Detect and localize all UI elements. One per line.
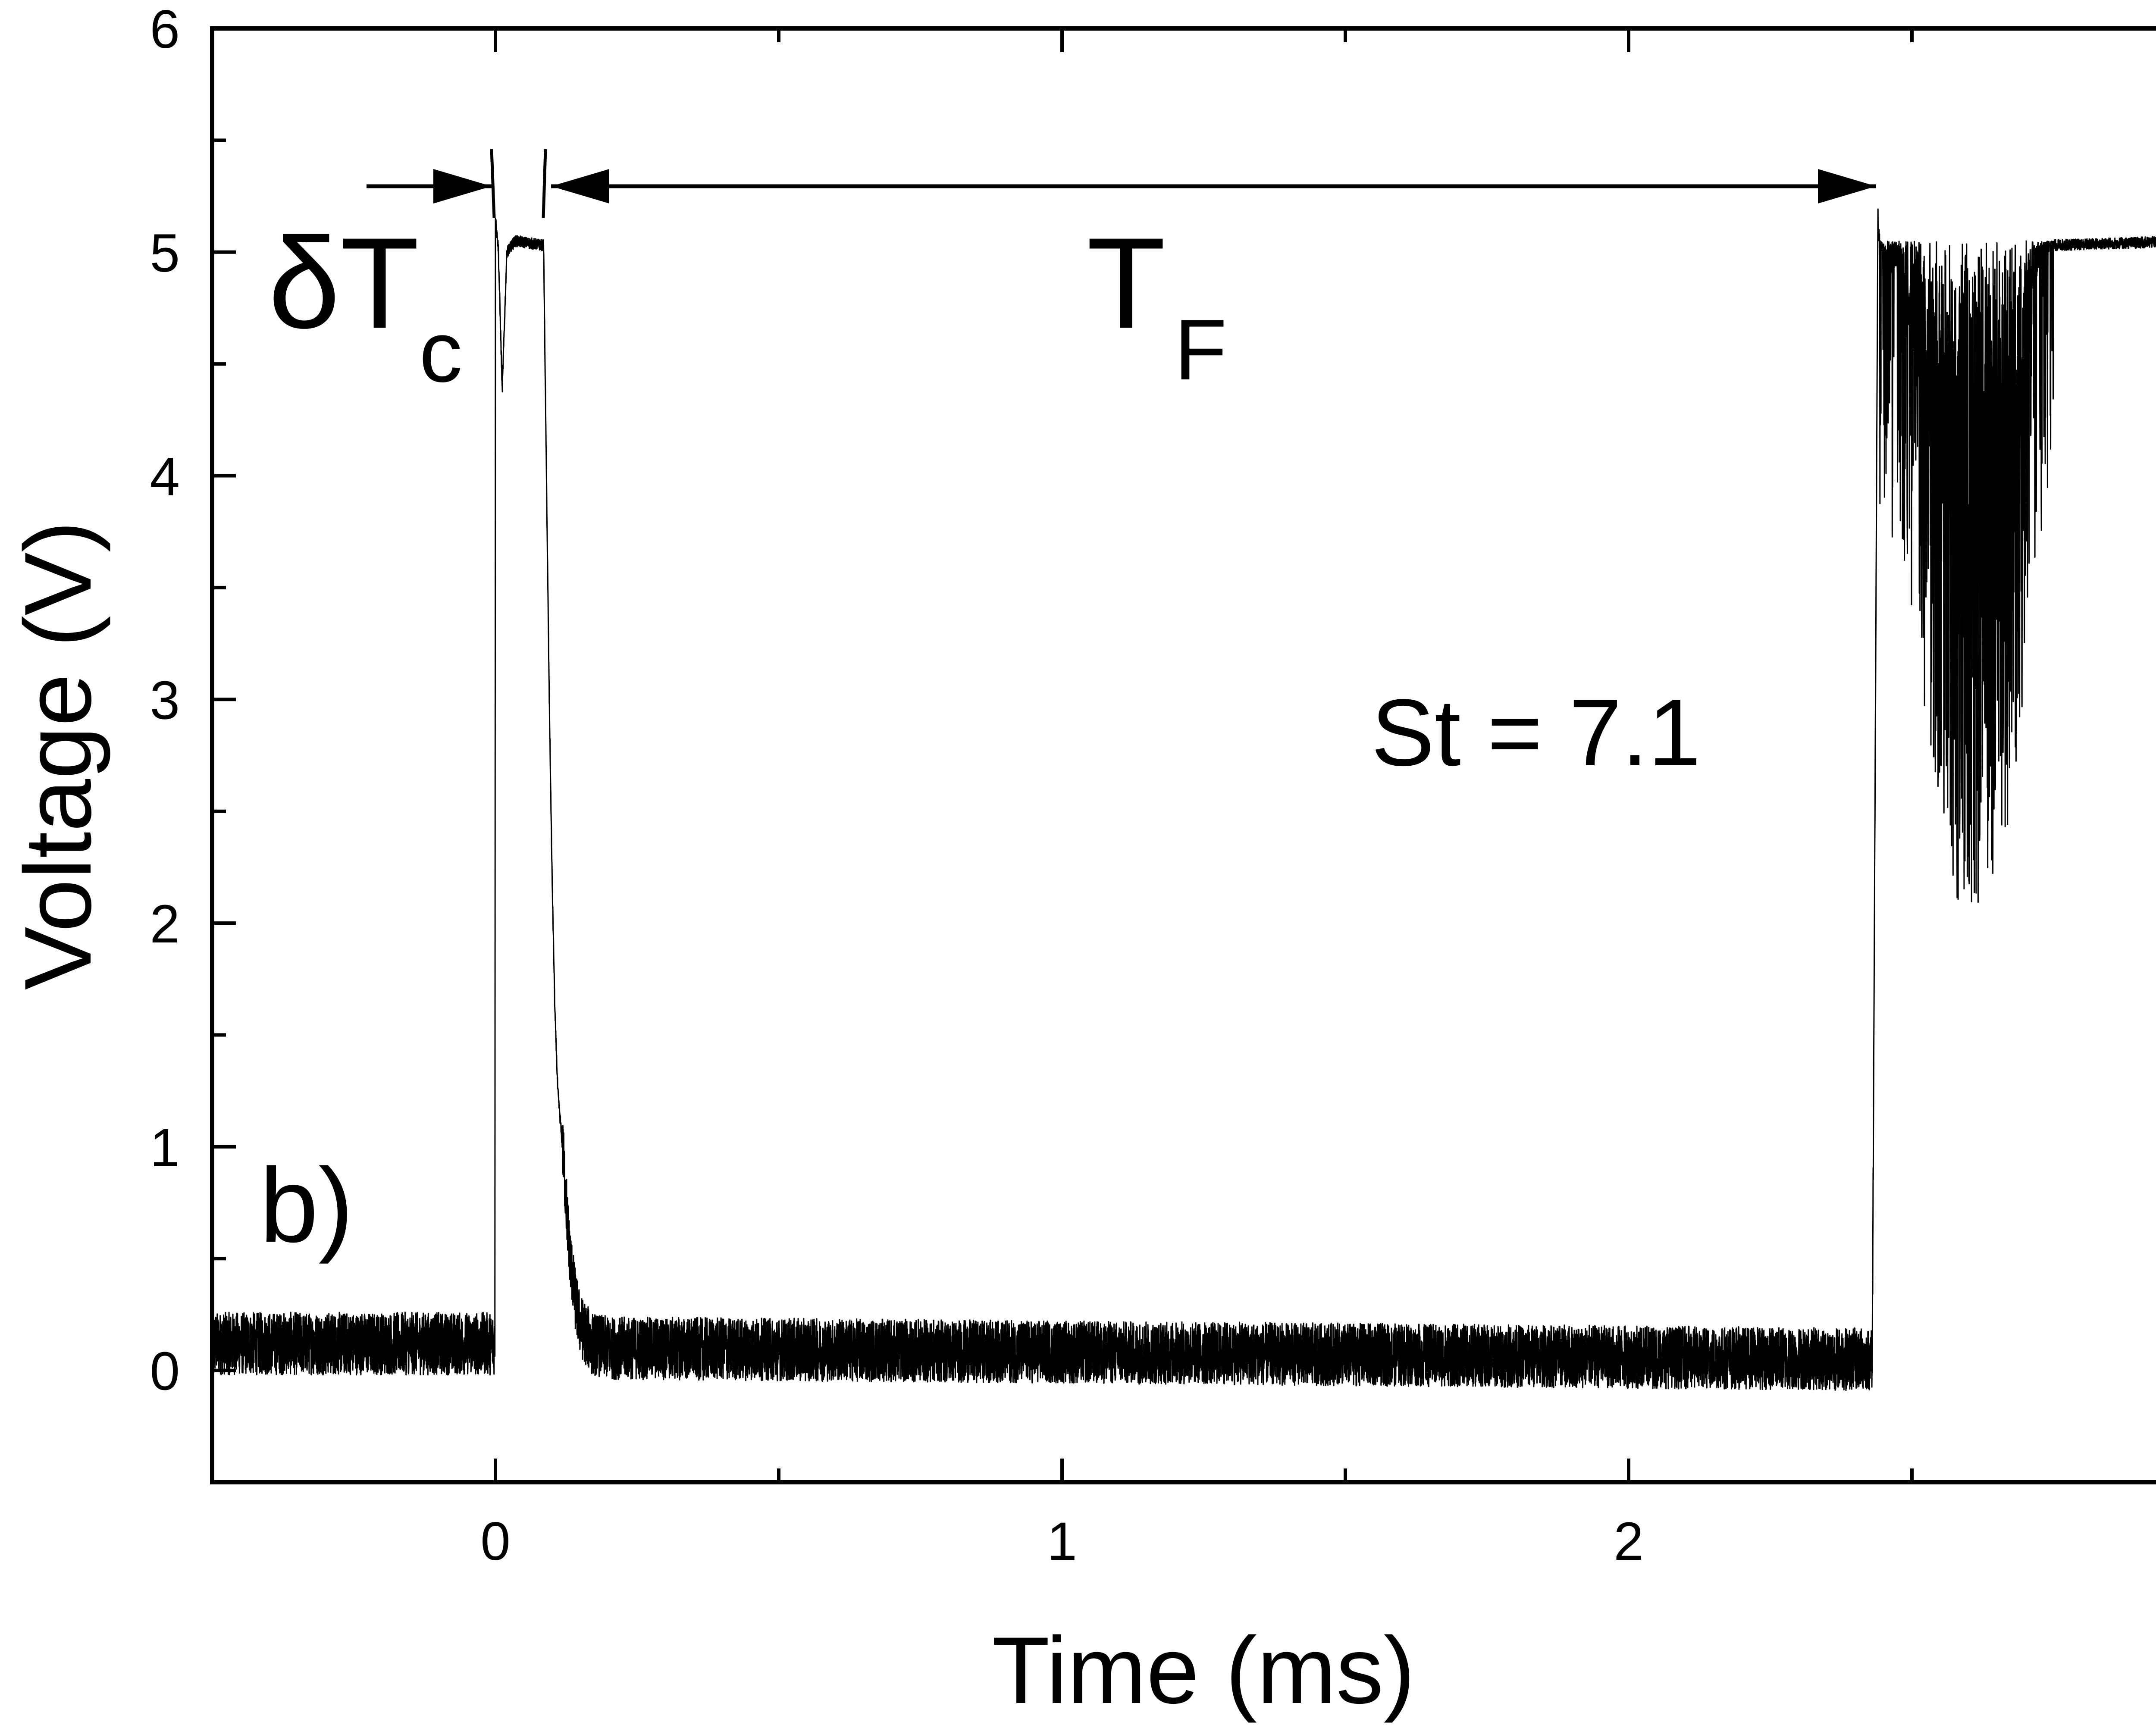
panel-label: b) xyxy=(260,1146,354,1264)
y-tick-labels: 0 1 2 3 4 5 6 xyxy=(150,0,180,1402)
y-tick-label: 0 xyxy=(150,1342,180,1402)
voltage-signal-line xyxy=(211,208,2156,1391)
y-tick-label: 1 xyxy=(150,1118,180,1178)
tf-arrow xyxy=(542,149,1876,218)
x-axis-title: Time (ms) xyxy=(992,1617,1415,1723)
y-tick-label: 3 xyxy=(150,670,180,730)
delta-tc-arrow xyxy=(367,149,496,218)
y-tick-label: 5 xyxy=(150,223,180,283)
x-tick-label: 0 xyxy=(480,1512,511,1571)
stokes-number-label: St = 7.1 xyxy=(1371,679,1701,786)
delta-tc-subscript: c xyxy=(419,304,462,400)
x-tick-label: 1 xyxy=(1047,1512,1077,1571)
plot-frame xyxy=(210,26,2156,1484)
y-axis-title: Voltage (V) xyxy=(5,521,111,990)
y-tick-label: 2 xyxy=(150,894,180,954)
delta-tc-label: δTc xyxy=(268,210,462,400)
y-tick-label: 4 xyxy=(150,447,180,507)
axis-ticks xyxy=(210,27,1914,1484)
tf-subscript: F xyxy=(1174,302,1227,398)
x-tick-label: 2 xyxy=(1614,1512,1644,1571)
voltage-trace xyxy=(211,208,2156,1391)
y-tick-label: 6 xyxy=(150,0,180,59)
